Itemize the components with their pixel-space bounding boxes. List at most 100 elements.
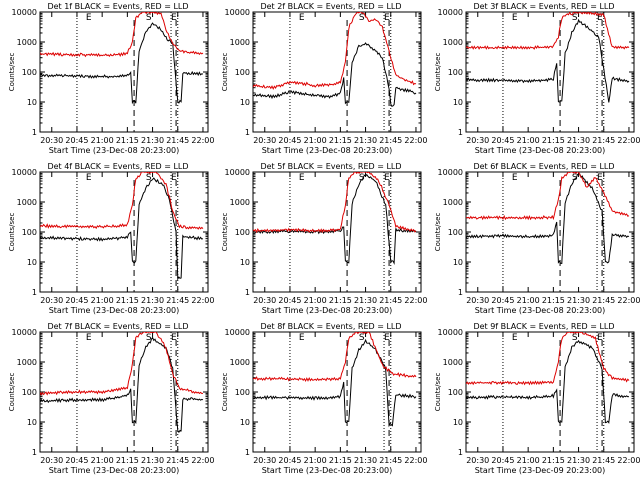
series-line-lld [253, 332, 417, 382]
time-marker-label: E [597, 13, 603, 23]
panel-det-4: Det 4f BLACK = Events, RED = LLD E S E 1 10 10… [8, 162, 214, 315]
y-axis-label: Counts/sec [8, 53, 16, 92]
y-tick-label: 1000 [230, 358, 250, 367]
y-tick-label: 10 [453, 418, 463, 427]
series-line-events [253, 42, 417, 107]
y-tick-label: 100 [235, 68, 250, 77]
panel-title: Det 9f BLACK = Events, RED = LLD [473, 322, 614, 331]
series-line-events [466, 339, 630, 424]
panel-title: Det 2f BLACK = Events, RED = LLD [260, 2, 401, 11]
x-tick-label: 21:00 [517, 296, 540, 305]
x-tick-label: 21:45 [592, 456, 615, 465]
time-marker-label: E [86, 173, 92, 183]
x-tick-label: 22:00 [617, 136, 640, 145]
y-tick-label: 1 [245, 448, 250, 457]
x-axis-label: Start Time (23-Dec-08 20:23:00) [49, 146, 180, 155]
y-axis-label: Counts/sec [434, 53, 442, 92]
y-tick-label: 10000 [12, 328, 37, 337]
plot-frame [465, 171, 635, 293]
y-tick-label: 1000 [443, 358, 463, 367]
x-tick-label: 21:00 [304, 296, 327, 305]
x-tick-label: 22:00 [617, 296, 640, 305]
y-tick-label: 100 [235, 388, 250, 397]
y-tick-label: 10000 [225, 8, 250, 17]
time-marker-label: E [299, 13, 305, 23]
x-tick-label: 20:30 [466, 136, 489, 145]
x-tick-label: 20:45 [65, 136, 88, 145]
panel-title: Det 5f BLACK = Events, RED = LLD [260, 162, 401, 171]
y-tick-label: 10 [240, 258, 250, 267]
x-tick-label: 21:30 [141, 136, 164, 145]
y-tick-label: 10000 [438, 168, 463, 177]
time-marker-label: S [572, 333, 578, 343]
x-tick-label: 21:45 [166, 296, 189, 305]
time-marker-label: E [597, 173, 603, 183]
x-tick-label: 21:15 [542, 136, 565, 145]
y-tick-label: 10 [27, 258, 37, 267]
x-tick-label: 20:30 [466, 296, 489, 305]
y-tick-label: 1000 [230, 38, 250, 47]
x-tick-label: 21:30 [567, 136, 590, 145]
x-axis-label: Start Time (23-Dec-08 20:23:00) [49, 466, 180, 475]
x-tick-label: 21:15 [116, 136, 139, 145]
y-tick-label: 1 [458, 448, 463, 457]
x-axis-label: Start Time (23-Dec-08 20:23:00) [475, 146, 606, 155]
x-tick-label: 21:00 [91, 296, 114, 305]
x-axis-label: Start Time (23-Dec-08 20:23:00) [262, 306, 393, 315]
y-tick-label: 10 [27, 418, 37, 427]
time-marker-label: S [359, 13, 365, 23]
x-axis-label: Start Time (23-Dec-08 20:23:00) [262, 146, 393, 155]
plot-frame [39, 171, 209, 293]
y-axis-label: Counts/sec [221, 213, 229, 252]
x-tick-label: 22:00 [191, 456, 214, 465]
x-tick-label: 21:00 [517, 456, 540, 465]
x-tick-label: 21:15 [116, 456, 139, 465]
x-tick-label: 20:30 [253, 296, 276, 305]
y-tick-label: 100 [22, 68, 37, 77]
x-axis-label: Start Time (23-Dec-08 20:23:00) [475, 306, 606, 315]
x-tick-label: 21:45 [592, 296, 615, 305]
x-tick-label: 22:00 [404, 456, 427, 465]
panel-title: Det 4f BLACK = Events, RED = LLD [47, 162, 188, 171]
plot-frame [39, 11, 209, 133]
series-line-lld [253, 172, 417, 234]
y-tick-label: 1000 [230, 198, 250, 207]
series-line-lld [466, 332, 630, 386]
time-marker-label: S [572, 13, 578, 23]
x-axis-label: Start Time (23-Dec-09 20:23:00) [475, 466, 606, 475]
time-marker-label: E [384, 173, 390, 183]
x-tick-label: 20:45 [65, 296, 88, 305]
series-line-events [40, 336, 204, 434]
time-marker-label: E [86, 333, 92, 343]
y-tick-label: 100 [22, 388, 37, 397]
y-tick-label: 1000 [17, 358, 37, 367]
x-axis-label: Start Time (23-Dec-08 20:23:00) [49, 306, 180, 315]
panel-title: Det 8f BLACK = Events, RED = LLD [260, 322, 401, 331]
time-marker-label: E [384, 333, 390, 343]
x-tick-label: 21:45 [592, 136, 615, 145]
panel-det-9: Det 9f BLACK = Events, RED = LLD E S E 1 10 10… [434, 322, 640, 475]
y-axis-label: Counts/sec [434, 373, 442, 412]
y-tick-label: 1 [32, 288, 37, 297]
y-axis-label: Counts/sec [221, 373, 229, 412]
y-tick-label: 100 [235, 228, 250, 237]
y-tick-label: 10000 [225, 328, 250, 337]
x-tick-label: 21:15 [542, 456, 565, 465]
plot-frame [252, 331, 422, 453]
x-tick-label: 21:45 [379, 136, 402, 145]
x-tick-label: 20:30 [40, 296, 63, 305]
time-marker-label: S [572, 173, 578, 183]
x-tick-label: 21:00 [91, 456, 114, 465]
y-tick-label: 10000 [12, 8, 37, 17]
y-tick-label: 10 [453, 258, 463, 267]
series-line-events [253, 173, 417, 265]
y-axis-label: Counts/sec [8, 213, 16, 252]
x-tick-label: 22:00 [404, 136, 427, 145]
x-tick-label: 21:00 [91, 136, 114, 145]
y-tick-label: 1000 [17, 38, 37, 47]
x-tick-label: 20:45 [491, 456, 514, 465]
series-line-events [253, 338, 417, 428]
panel-title: Det 7f BLACK = Events, RED = LLD [47, 322, 188, 331]
x-tick-label: 20:45 [491, 296, 514, 305]
